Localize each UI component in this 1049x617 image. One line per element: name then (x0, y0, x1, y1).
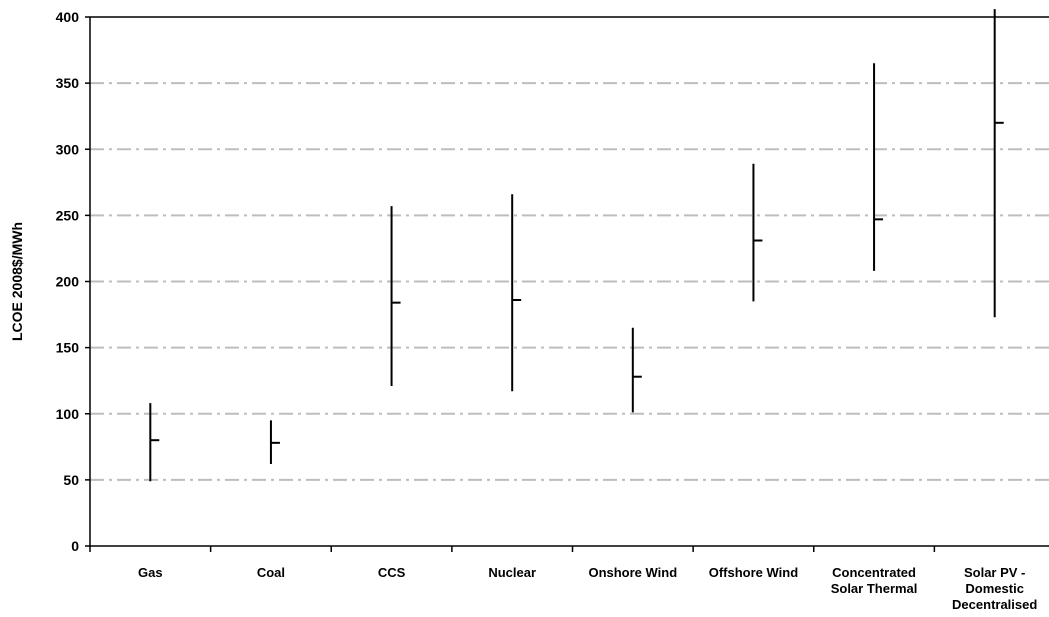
category-label: Onshore Wind (588, 565, 677, 580)
y-tick-label: 0 (71, 538, 79, 554)
category-label: Solar PV -Domestic Decentralised (952, 565, 1037, 612)
y-tick-label: 250 (56, 207, 80, 223)
gridlines (90, 16, 1049, 481)
y-tick-label: 50 (63, 472, 79, 488)
y-ticks: 0 50 100 150 200 250 300 350 400 (56, 9, 90, 554)
category-label: Nuclear (488, 565, 536, 580)
y-tick-label: 100 (56, 406, 80, 422)
y-tick-label: 400 (56, 9, 80, 25)
y-tick-label: 150 (56, 340, 80, 356)
category-labels: Gas Coal CCS Nuclear Onshore Wind Offshore Wi… (138, 565, 1037, 612)
category-label: Coal (257, 565, 285, 580)
x-ticks (89, 546, 936, 552)
y-tick-label: 200 (56, 274, 80, 290)
category-label: Gas (138, 565, 163, 580)
range-bars (149, 9, 1004, 482)
category-label: Offshore Wind (709, 565, 798, 580)
y-axis-title: LCOE 2008$/MWh (9, 222, 25, 341)
y-tick-label: 300 (56, 141, 80, 157)
category-label: CCS (378, 565, 406, 580)
category-label: Concentrated Solar Thermal (831, 565, 918, 596)
y-tick-label: 350 (56, 75, 80, 91)
